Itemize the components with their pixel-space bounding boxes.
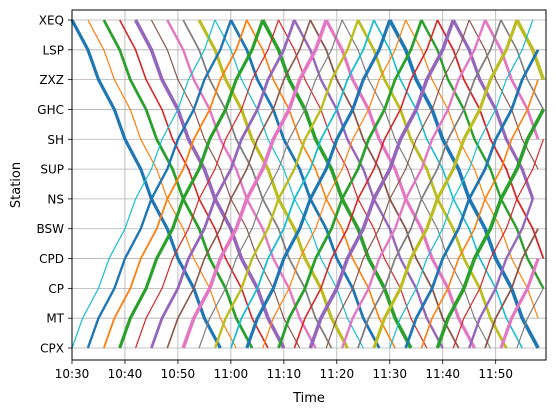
x-tick-label: 11:30 [372, 367, 407, 381]
y-tick-label: SH [47, 133, 64, 147]
train-line [166, 19, 312, 349]
train-line [229, 19, 381, 349]
train-line [308, 19, 455, 349]
train-line [277, 19, 423, 349]
train-line [293, 19, 439, 349]
y-tick-label: ZXZ [39, 73, 64, 87]
ticks: 10:30 10:40 10:50 11:00 11:10 11:20 11:30 11:40… [36, 14, 512, 382]
train-line [181, 19, 328, 349]
y-tick-label: SUP [40, 163, 64, 177]
train-line [230, 19, 375, 349]
train-line [372, 19, 519, 349]
train-line [340, 19, 487, 349]
train-line [198, 19, 343, 349]
x-tick-label: 10:40 [108, 367, 143, 381]
train-line [389, 19, 534, 349]
train-line [515, 19, 546, 81]
y-tick-label: CPX [40, 342, 64, 356]
train-line [87, 19, 237, 349]
x-tick-label: 11:20 [320, 367, 355, 381]
train-line [499, 257, 540, 349]
train-line [420, 79, 539, 349]
series-layer [70, 19, 546, 349]
train-line [150, 19, 296, 349]
train-line [357, 19, 502, 349]
train-line [245, 19, 392, 349]
train-line [484, 228, 539, 349]
x-tick-label: 10:30 [55, 367, 90, 381]
train-line [468, 198, 534, 349]
train-line [435, 108, 545, 349]
train-line [118, 19, 265, 349]
x-tick-label: 11:40 [425, 367, 460, 381]
y-tick-label: CP [48, 282, 64, 296]
y-tick-label: XEQ [39, 14, 64, 28]
train-line [135, 19, 280, 349]
y-tick-label: GHC [37, 103, 64, 117]
train-line [420, 19, 545, 289]
train-line [293, 19, 444, 349]
train-line [325, 19, 470, 349]
train-line [500, 19, 545, 110]
train-line [134, 19, 286, 349]
train-line [70, 19, 222, 349]
x-tick-label: 11:10 [267, 367, 302, 381]
train-line [356, 19, 508, 349]
train-line [102, 19, 248, 349]
train-line [118, 19, 269, 349]
y-axis-label: Station [9, 162, 24, 208]
train-line [516, 288, 544, 349]
train-line [262, 19, 407, 349]
train-line [86, 19, 233, 349]
y-tick-label: BSW [36, 222, 64, 236]
train-line [404, 49, 540, 349]
y-tick-label: MT [46, 312, 64, 326]
x-tick-label: 10:50 [161, 367, 196, 381]
y-tick-label: LSP [42, 43, 64, 57]
y-tick-label: NS [47, 192, 64, 206]
train-line [102, 19, 254, 349]
train-line [150, 19, 301, 349]
train-line [436, 19, 545, 259]
y-tick-label: CPD [39, 252, 64, 266]
train-line [166, 19, 317, 349]
axes-frame [71, 9, 547, 361]
x-tick-label: 11:50 [478, 367, 513, 381]
train-line [452, 139, 544, 349]
train-line [483, 19, 540, 140]
x-tick-label: 11:00 [214, 367, 249, 381]
plot-frame [71, 9, 547, 361]
train-line [71, 19, 216, 349]
train-line [213, 19, 360, 349]
x-axis-label: Time [292, 391, 325, 406]
train-line [405, 19, 539, 319]
